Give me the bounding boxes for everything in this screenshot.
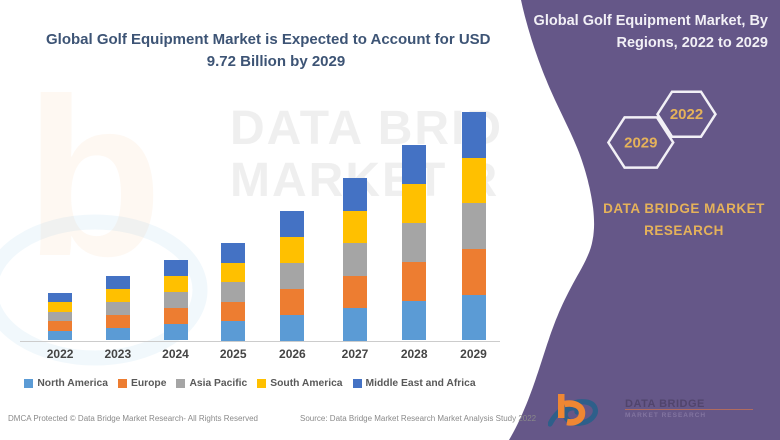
svg-text:2029: 2029 bbox=[624, 135, 657, 152]
svg-text:2022: 2022 bbox=[670, 106, 703, 123]
